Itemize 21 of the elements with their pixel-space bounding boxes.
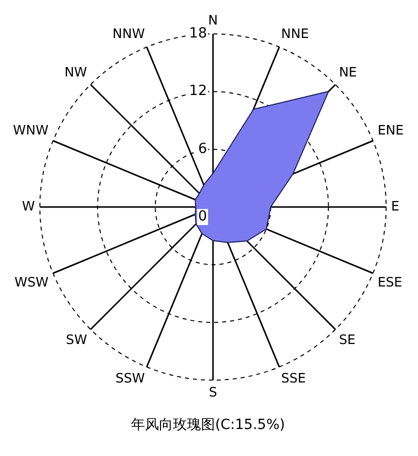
spoke-label: NNW [112,27,145,42]
spoke-label: SSE [281,372,306,387]
spoke-label: ENE [378,123,404,138]
y-tick-label: 0 [198,208,207,225]
y-tick-label: 18 [189,26,207,42]
spoke-label: SE [338,333,356,348]
spoke-label: WSW [14,275,49,290]
spoke-label: NE [338,66,357,81]
spoke-label: NW [64,66,88,81]
y-tick-label: 12 [189,83,207,100]
text: 年风向玫瑰图(C:15.5%) [131,417,285,434]
spoke-label: W [22,199,36,214]
spoke-label: S [208,385,218,400]
spoke-label: WNW [12,123,49,138]
spoke-label: SW [66,333,88,348]
spoke-label: ESE [378,275,402,290]
spoke-label: SSW [115,372,145,387]
spoke-label: NNE [281,27,309,42]
spoke-label: E [391,199,400,214]
spoke-label: N [208,13,218,28]
y-tick-label: 6 [198,140,208,157]
